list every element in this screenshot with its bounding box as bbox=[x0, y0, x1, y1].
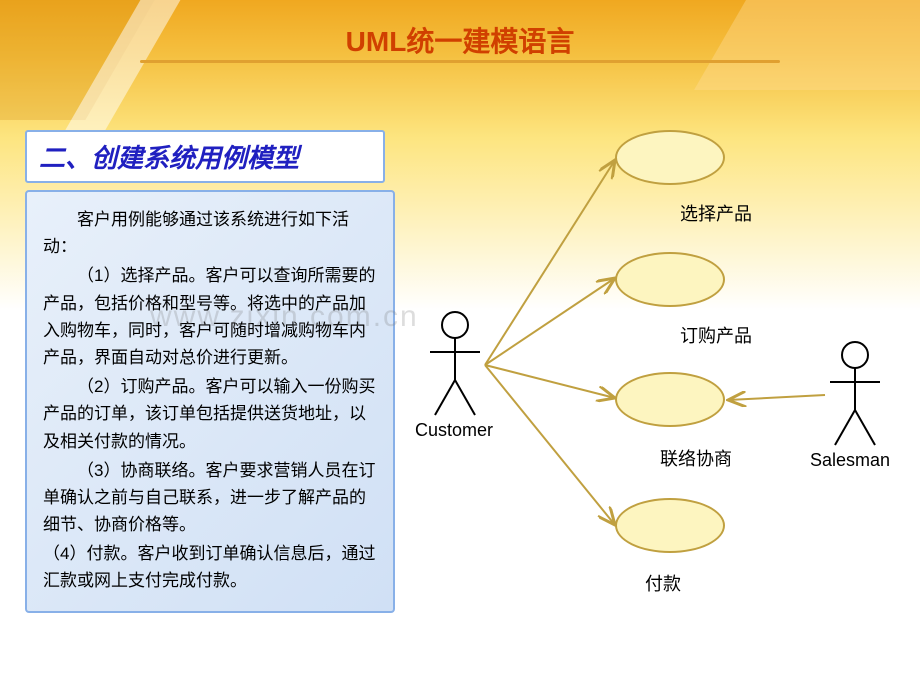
desc-intro: 客户用例能够通过该系统进行如下活动： bbox=[43, 206, 377, 260]
actor-a1 bbox=[425, 310, 485, 420]
usecase-uc2 bbox=[615, 252, 725, 307]
desc-item-1: （1）选择产品。客户可以查询所需要的产品，包括价格和型号等。将选中的产品加入购物… bbox=[43, 262, 377, 371]
assoc-line bbox=[485, 365, 615, 398]
usecase-label-uc3: 联络协商 bbox=[660, 445, 732, 471]
desc-item-3: （3）协商联络。客户要求营销人员在订单确认之前与自己联系，进一步了解产品的细节、… bbox=[43, 457, 377, 539]
title-underline bbox=[140, 60, 780, 63]
assoc-line bbox=[485, 278, 615, 365]
actor-label-a1: Customer bbox=[415, 420, 493, 441]
actor-icon bbox=[425, 310, 485, 420]
desc-item-2: （2）订购产品。客户可以输入一份购买产品的订单，该订单包括提供送货地址，以及相关… bbox=[43, 373, 377, 455]
usecase-label-uc4: 付款 bbox=[645, 570, 681, 596]
actor-label-a2: Salesman bbox=[810, 450, 890, 471]
desc-item-4: （4）付款。客户收到订单确认信息后，通过汇款或网上支付完成付款。 bbox=[43, 540, 377, 594]
page-title: UML统一建模语言 bbox=[0, 20, 920, 60]
usecase-uc4 bbox=[615, 498, 725, 553]
actor-icon bbox=[825, 340, 885, 450]
usecase-uc3 bbox=[615, 372, 725, 427]
actor-a2 bbox=[825, 340, 885, 450]
usecase-diagram: 选择产品订购产品联络协商付款 CustomerSalesman bbox=[420, 110, 910, 620]
section-header: 二、创建系统用例模型 bbox=[25, 130, 385, 183]
usecase-uc1 bbox=[615, 130, 725, 185]
assoc-line bbox=[485, 365, 615, 525]
usecase-label-uc1: 选择产品 bbox=[680, 200, 752, 226]
description-box: 客户用例能够通过该系统进行如下活动： （1）选择产品。客户可以查询所需要的产品，… bbox=[25, 190, 395, 613]
usecase-label-uc2: 订购产品 bbox=[680, 322, 752, 348]
assoc-line bbox=[728, 395, 825, 400]
assoc-line bbox=[485, 160, 615, 365]
